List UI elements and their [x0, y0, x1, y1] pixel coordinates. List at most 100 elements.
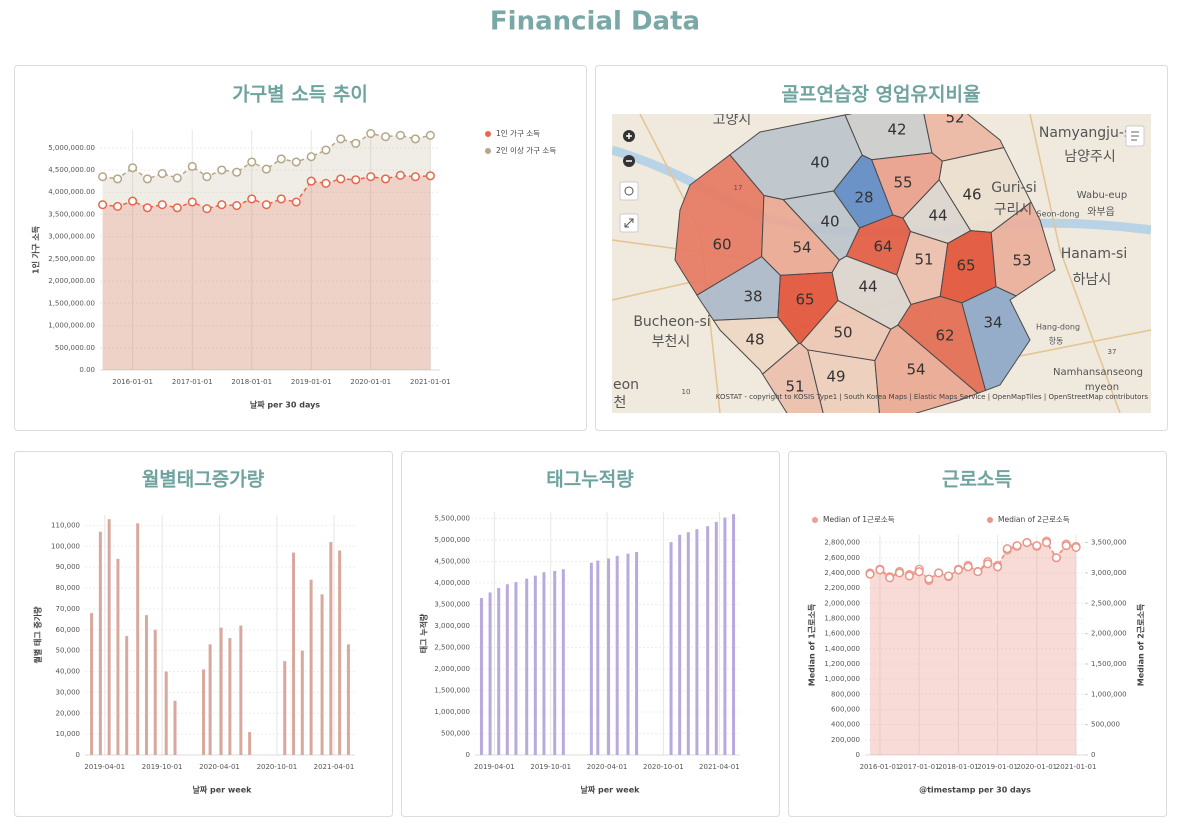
- point: [172, 203, 182, 213]
- point: [321, 178, 331, 188]
- bar: [107, 519, 111, 755]
- y-axis-label: Median of 1근로소득: [808, 603, 817, 686]
- point: [875, 565, 885, 575]
- bar: [669, 542, 673, 755]
- point: [306, 176, 316, 186]
- point: [973, 567, 983, 577]
- map-place-label: Seon-dong: [1037, 210, 1080, 219]
- x-tick-label: 2021-01-01: [1056, 763, 1097, 771]
- point: [202, 172, 212, 182]
- bar: [125, 636, 129, 755]
- map-attribution: KOSTAT - copyright to KOSIS Type1 | Sout…: [716, 393, 1149, 401]
- locate-button[interactable]: [619, 181, 639, 201]
- x-tick-label: 2021-04-01: [314, 763, 355, 771]
- map-place-label: Hanam-si: [1061, 246, 1127, 262]
- bar: [533, 575, 537, 755]
- y-tick-label: 2,600,000: [824, 554, 860, 562]
- x-tick-label: 2019-04-01: [84, 763, 125, 771]
- region-label: 51: [785, 378, 804, 396]
- point: [187, 161, 197, 171]
- point: [217, 200, 227, 210]
- region-label: 42: [887, 121, 906, 139]
- area: [870, 541, 1077, 755]
- y-tick-label: 30,000: [56, 688, 81, 696]
- y-tick-label: 5,500,000: [434, 514, 470, 522]
- map-place-label: 천: [614, 395, 627, 411]
- bar: [686, 532, 690, 755]
- bar: [723, 517, 727, 755]
- y-tick-label: 90,000: [56, 563, 81, 571]
- y-tick-label: 500,000: [441, 729, 470, 737]
- bar: [338, 550, 342, 755]
- bar: [714, 521, 718, 755]
- bar: [678, 534, 682, 755]
- region-label: 65: [956, 257, 975, 275]
- region-label: 65: [795, 291, 814, 309]
- point: [202, 204, 212, 214]
- bar: [98, 531, 102, 755]
- bar: [136, 523, 140, 755]
- region-label: 49: [826, 368, 845, 386]
- bar: [320, 594, 324, 755]
- y2-tick-label: 1,000,000: [1091, 690, 1127, 698]
- x-tick-label: 2019-01-01: [291, 378, 332, 386]
- x-tick-label: 2018-01-01: [938, 763, 979, 771]
- bar: [635, 551, 639, 755]
- layer-icon: [1131, 131, 1139, 141]
- map-place-label: 항동: [1049, 337, 1064, 346]
- page-title: Financial Data: [490, 7, 700, 37]
- locate-icon: [624, 186, 634, 196]
- point: [276, 194, 286, 204]
- point: [953, 565, 963, 575]
- point: [113, 201, 123, 211]
- charts: 0.00 500,000.00 1,000,000.00 1,500,000.00 2,…: [31, 128, 1146, 795]
- region-label: 52: [945, 109, 964, 127]
- point: [1022, 538, 1032, 548]
- point: [924, 574, 934, 584]
- point: [395, 170, 405, 180]
- bar: [208, 644, 212, 755]
- panel: [14, 451, 393, 817]
- point: [1061, 541, 1071, 551]
- y2-tick-label: 3,500,000: [1091, 539, 1127, 547]
- x-tick-label: 2019-10-01: [530, 763, 571, 771]
- point: [351, 138, 361, 148]
- point: [894, 568, 905, 578]
- point: [261, 200, 271, 210]
- region-label: 44: [928, 207, 947, 225]
- y-tick-label: 2,000,000: [434, 665, 470, 673]
- point: [157, 200, 167, 210]
- map-place-label: 17: [734, 184, 743, 192]
- bar: [561, 569, 565, 755]
- x-axis-label: @timestamp per 30 days: [919, 786, 1031, 795]
- y-tick-label: 110,000: [51, 521, 80, 529]
- y-tick-label: 2,400,000: [824, 569, 860, 577]
- point: [128, 163, 138, 173]
- region: [874, 324, 979, 413]
- fullscreen-icon: [624, 218, 634, 228]
- y-tick-label: 1,000,000: [434, 708, 470, 716]
- point: [261, 164, 271, 174]
- y-axis-label: 태그 누적량: [419, 613, 429, 653]
- bar: [309, 579, 313, 755]
- x-tick-label: 2020-04-01: [587, 763, 628, 771]
- line: [102, 174, 431, 210]
- y-tick-label: 1,200,000: [824, 660, 860, 668]
- x-tick-label: 2021-01-01: [410, 378, 451, 386]
- bar: [202, 669, 206, 755]
- point: [247, 157, 257, 167]
- y-tick-label: 3,500,000: [434, 600, 470, 608]
- y-tick-label: 500,000.00: [55, 344, 95, 352]
- region-label: 40: [810, 154, 829, 172]
- panel-title: 태그누적량: [546, 469, 634, 491]
- region-label: 64: [873, 238, 892, 256]
- area: [102, 175, 431, 370]
- legend-marker: [987, 517, 993, 523]
- map-place-label: 하남시: [1073, 272, 1112, 288]
- point: [232, 201, 242, 211]
- panel-title: 월별태그증가량: [142, 469, 265, 491]
- x-axis-label: 날짜 per week: [581, 785, 641, 795]
- y-tick-label: 3,000,000.00: [48, 233, 95, 241]
- bar: [153, 629, 157, 755]
- point: [904, 571, 914, 581]
